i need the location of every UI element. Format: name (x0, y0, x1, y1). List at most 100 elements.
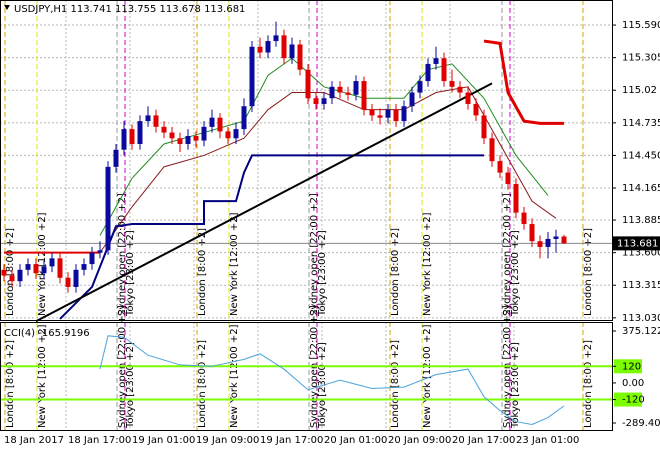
candle-body (41, 266, 47, 274)
candle-body (441, 58, 447, 82)
chart-title: USDJPY,H1 113.741 113.755 113.678 113.68… (14, 4, 245, 15)
candle-body (161, 126, 167, 133)
session-label: Tokyo [23:00 +2] (125, 230, 136, 317)
candle-body (1, 269, 7, 276)
candle-body (25, 264, 31, 270)
y-tick-label: 113.600 (622, 248, 660, 259)
indicator-line (483, 39, 564, 125)
candle-body (217, 117, 223, 132)
session-label: Sydney open [22:00 +2] (502, 193, 513, 316)
candle-body (473, 103, 479, 116)
candle-body (385, 109, 391, 118)
candle-body (425, 63, 431, 82)
candle-body (153, 115, 159, 127)
candle-body (233, 129, 239, 139)
candle-body (497, 161, 503, 173)
session-label: London [8:00 +2] (5, 228, 16, 316)
session-label: Sydney open [22:00 +2] (117, 193, 128, 316)
candle-body (361, 81, 367, 110)
session-label: London [8:00 +2] (5, 340, 16, 428)
candle-body (489, 138, 495, 162)
session-label: Tokyo [23:00 +2] (510, 230, 521, 317)
session-label: Tokyo [23:00 +2] (317, 230, 328, 317)
candle-body (273, 35, 279, 42)
candle-body (81, 264, 87, 270)
candle-body (337, 86, 343, 93)
candle-body (449, 81, 455, 87)
x-tick-label: 18 Jan 17:00 (68, 435, 131, 446)
y-tick-label: 113.885 (622, 215, 660, 226)
y-tick-label: 115.02 (622, 85, 657, 96)
x-tick-label: 20 Jan 17:00 (452, 435, 515, 446)
main-pane-border (0, 0, 613, 321)
y-tick-label: -289.4085 (622, 418, 660, 429)
cci-title: CCI(4) -165.9196 (4, 328, 90, 339)
session-label: New York [12:00 +2] (229, 324, 240, 428)
session-label: New York [12:00 +2] (37, 212, 48, 316)
y-tick-label: 113.030 (622, 313, 660, 324)
session-label: London [8:00 +2] (390, 340, 401, 428)
y-tick-label: 115.305 (622, 53, 660, 64)
candle-body (209, 117, 215, 127)
session-label: New York [12:00 +2] (422, 324, 433, 428)
candle-body (89, 252, 95, 265)
indicator-line (99, 57, 549, 236)
session-label: Tokyo [23:00 +2] (510, 342, 521, 429)
candle-body (73, 269, 79, 287)
candle-body (345, 92, 351, 95)
y-tick-label: 113.315 (622, 280, 660, 291)
y-tick-label: 114.165 (622, 183, 660, 194)
x-tick-label: 20 Jan 09:00 (388, 435, 451, 446)
candle-body (225, 131, 231, 139)
candle-body (521, 212, 527, 225)
candle-body (377, 115, 383, 118)
y-tick-label: 114.450 (622, 150, 660, 161)
price-tag-label: 113.681 (617, 238, 658, 249)
session-label: London [8:00 +2] (583, 340, 594, 428)
candle-body (281, 35, 287, 59)
session-label: London [8:00 +2] (390, 228, 401, 316)
cci-pane-border (0, 322, 613, 431)
x-tick-label: 19 Jan 01:00 (132, 435, 195, 446)
symbol-icon (4, 5, 10, 10)
candle-body (49, 258, 55, 267)
candle-body (321, 98, 327, 104)
candle-body (433, 58, 439, 64)
candle-body (129, 129, 135, 144)
candle-body (65, 277, 71, 287)
candle-body (353, 81, 359, 95)
candle-body (57, 258, 63, 278)
candle-body (481, 115, 487, 139)
candle-body (313, 98, 319, 104)
candle-body (409, 92, 415, 107)
session-label: London [8:00 +2] (197, 340, 208, 428)
level-tag (614, 359, 642, 374)
x-tick-label: 20 Jan 01:00 (324, 435, 387, 446)
x-tick-label: 18 Jan 2017 (4, 435, 64, 446)
candle-body (97, 250, 103, 253)
candle-body (297, 44, 303, 70)
cci-line (99, 335, 565, 425)
candle-body (241, 106, 247, 130)
candle-body (201, 126, 207, 141)
candle-body (121, 129, 127, 150)
candle-body (17, 269, 23, 282)
y-tick-label: 120 (622, 361, 641, 372)
candle-body (169, 132, 175, 139)
candle-body (249, 46, 255, 107)
y-tick-label: -120 (622, 395, 645, 406)
candle-body (185, 135, 191, 144)
candle-body (369, 109, 375, 116)
candle-body (177, 138, 183, 144)
y-tick-label: 115.590 (622, 20, 660, 31)
candle-body (401, 106, 407, 122)
candle-body (9, 275, 15, 282)
candle-body (553, 236, 559, 239)
candle-body (265, 41, 271, 53)
candle-body (145, 115, 151, 122)
x-tick-label: 19 Jan 17:00 (260, 435, 323, 446)
candle-body (529, 224, 535, 242)
